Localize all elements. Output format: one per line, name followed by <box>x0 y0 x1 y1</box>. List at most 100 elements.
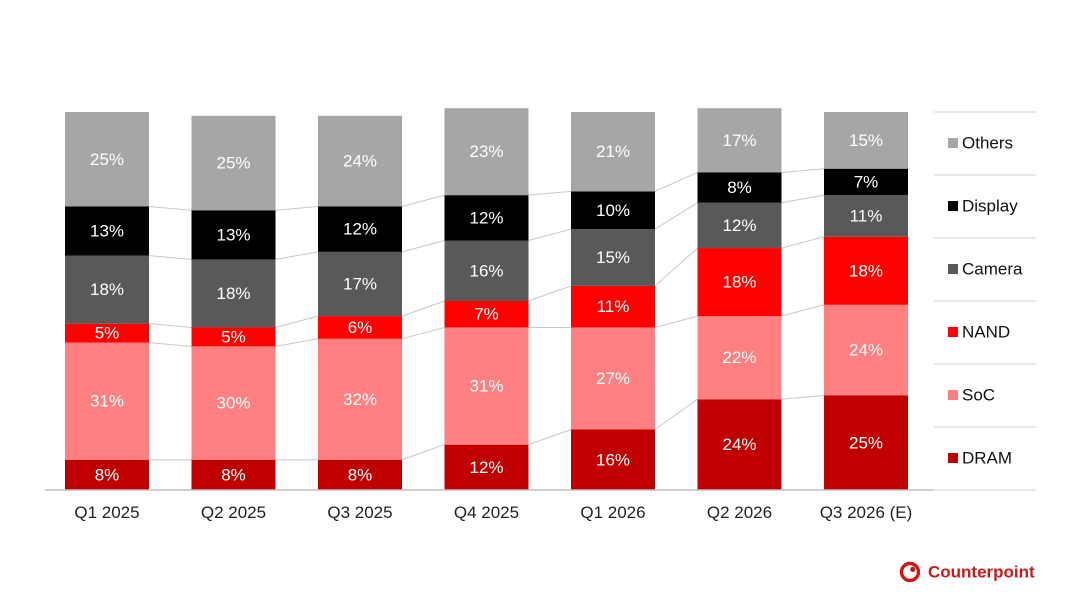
bar-dram-q3-2026-e <box>824 395 908 490</box>
connector-line <box>528 228 572 242</box>
brand-name: Counterpoint <box>928 563 1035 582</box>
bar-camera-q3-2025 <box>318 251 402 317</box>
bar-dram-q4-2025 <box>444 444 529 490</box>
connector-line <box>148 342 192 347</box>
data-label-display-q1-2026: 10% <box>596 201 630 220</box>
bar-camera-q2-2025 <box>191 259 276 328</box>
counterpoint-logo-icon <box>899 561 921 583</box>
data-label-soc-q3-2025: 32% <box>343 390 377 409</box>
connector-line <box>401 326 445 340</box>
bar-camera-q1-2026 <box>571 229 655 286</box>
bar-others-q1-2025 <box>65 112 149 207</box>
data-label-dram-q2-2026: 24% <box>722 435 756 454</box>
connector-line <box>654 315 698 328</box>
connector-lines <box>148 168 825 461</box>
legend-label-camera: Camera <box>962 260 1023 279</box>
x-axis-labels: Q1 2025 Q2 2025 Q3 2025 Q4 2025 Q1 2026 Q2 20… <box>74 503 912 522</box>
bar-others-q2-2025 <box>191 115 276 211</box>
data-label-dram-q3-2025: 8% <box>348 465 373 484</box>
data-label-dram-q4-2025: 12% <box>469 458 503 477</box>
legend: Others Display Camera NAND SoC DRAM <box>934 111 1036 491</box>
connector-line <box>401 300 445 317</box>
data-label-nand-q2-2026: 18% <box>722 273 756 292</box>
data-label-others-q1-2025: 25% <box>90 150 124 169</box>
bar-soc-q3-2026-e <box>824 304 908 396</box>
data-label-camera-q1-2025: 18% <box>90 280 124 299</box>
connector-line <box>148 323 192 328</box>
connector-line <box>781 168 825 173</box>
bar-nand-q1-2026 <box>571 285 655 328</box>
data-label-others-q3-2026-e: 15% <box>849 131 883 150</box>
connector-line <box>401 444 445 461</box>
data-label-display-q3-2025: 12% <box>343 220 377 239</box>
connector-line <box>654 202 698 230</box>
x-tick-label-q1-2025: Q1 2025 <box>74 503 139 522</box>
data-label-dram-q1-2025: 8% <box>95 465 120 484</box>
data-label-camera-q1-2026: 15% <box>596 248 630 267</box>
connector-line <box>528 429 572 446</box>
connector-line <box>654 398 698 430</box>
legend-label-dram: DRAM <box>962 449 1012 468</box>
bar-display-q2-2025 <box>191 210 276 260</box>
bar-nand-q2-2025 <box>191 327 276 347</box>
bars: 8% 31% 5% 18% 13% 25% 8% 30% 5% 18% 13% 25% 8% 32% 6% 1… <box>65 108 908 490</box>
x-tick-label-q2-2026: Q2 2026 <box>707 503 772 522</box>
connector-line <box>781 304 825 317</box>
bar-soc-q2-2026 <box>697 316 782 400</box>
bar-dram-q3-2025 <box>318 459 402 490</box>
bar-camera-q3-2026-e <box>824 195 908 237</box>
bar-display-q1-2025 <box>65 206 149 256</box>
bar-dram-q1-2025 <box>65 459 149 490</box>
bar-display-q1-2026 <box>571 191 655 230</box>
data-label-camera-q2-2025: 18% <box>216 284 250 303</box>
data-label-nand-q4-2025: 7% <box>474 305 499 324</box>
legend-label-others: Others <box>962 134 1013 153</box>
data-label-nand-q2-2025: 5% <box>221 327 246 346</box>
data-label-nand-q1-2025: 5% <box>95 324 120 343</box>
legend-label-soc: SoC <box>962 386 995 405</box>
bar-soc-q1-2026 <box>571 327 655 430</box>
data-label-display-q4-2025: 12% <box>469 208 503 227</box>
x-tick-label-q4-2025: Q4 2025 <box>454 503 519 522</box>
legend-swatch-dram <box>948 453 958 463</box>
data-label-camera-q3-2025: 17% <box>343 274 377 293</box>
connector-line <box>275 315 319 328</box>
legend-swatch-display <box>948 201 958 211</box>
data-label-soc-q2-2025: 30% <box>216 394 250 413</box>
data-label-soc-q1-2025: 31% <box>90 392 124 411</box>
connector-line <box>654 247 698 287</box>
connector-line <box>654 172 698 192</box>
connector-line <box>275 338 319 347</box>
x-tick-label-q3-2025: Q3 2025 <box>327 503 392 522</box>
data-label-display-q1-2025: 13% <box>90 222 124 241</box>
bar-nand-q3-2026-e <box>824 236 908 305</box>
bar-nand-q2-2026 <box>697 248 782 317</box>
data-label-display-q3-2026-e: 7% <box>854 172 879 191</box>
bar-others-q4-2025 <box>444 108 529 196</box>
bar-others-q3-2026-e <box>824 112 908 169</box>
data-label-display-q2-2025: 13% <box>216 225 250 244</box>
connector-line <box>781 194 825 204</box>
data-label-others-q3-2025: 24% <box>343 152 377 171</box>
connector-line <box>275 251 319 260</box>
bar-camera-q1-2025 <box>65 255 149 324</box>
data-label-nand-q1-2026: 11% <box>597 297 630 316</box>
bar-soc-q2-2025 <box>191 346 276 460</box>
bar-soc-q3-2025 <box>318 338 402 460</box>
bar-nand-q1-2025 <box>65 323 149 343</box>
data-label-dram-q1-2026: 16% <box>596 450 630 469</box>
connector-line <box>781 395 825 400</box>
bar-display-q4-2025 <box>444 195 529 241</box>
bar-others-q2-2026 <box>697 108 782 173</box>
legend-swatch-soc <box>948 390 958 400</box>
data-label-nand-q3-2025: 6% <box>348 318 373 337</box>
data-label-dram-q3-2026-e: 25% <box>849 433 883 452</box>
data-label-soc-q3-2026-e: 24% <box>849 341 883 360</box>
brand-logo: Counterpoint <box>899 561 1035 583</box>
data-label-soc-q4-2025: 31% <box>469 377 503 396</box>
connector-line <box>275 206 319 211</box>
bar-camera-q2-2026 <box>697 202 782 249</box>
bar-dram-q2-2026 <box>697 399 782 490</box>
x-tick-label-q3-2026-e: Q3 2026 (E) <box>820 503 913 522</box>
